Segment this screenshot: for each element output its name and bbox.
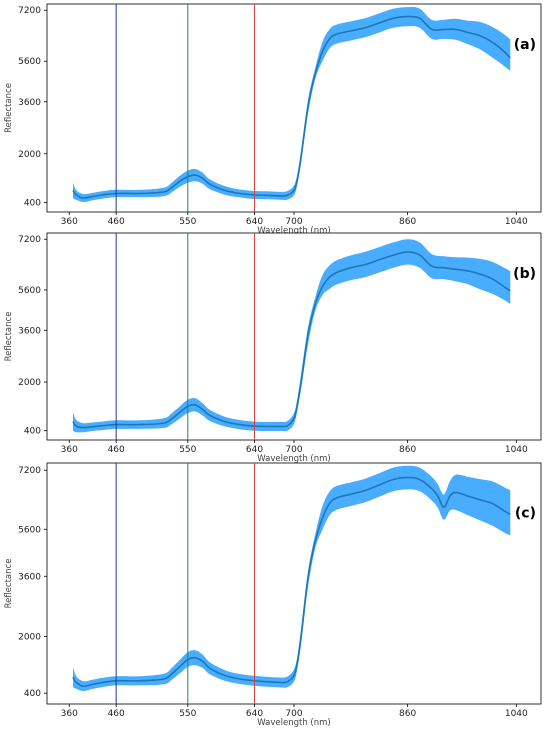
- y-tick-label: 3600: [18, 98, 41, 108]
- y-axis-label: Reflectance: [4, 559, 14, 609]
- y-tick-label: 400: [24, 199, 41, 209]
- x-tick-label: 360: [61, 217, 78, 227]
- y-tick-label: 3600: [18, 326, 41, 336]
- panel-label: (a): [514, 37, 536, 53]
- x-tick-label: 640: [246, 709, 263, 719]
- x-tick-label: 860: [399, 217, 416, 227]
- panel-label: (c): [515, 505, 536, 521]
- y-tick-label: 5600: [18, 57, 41, 67]
- x-tick-label: 860: [399, 709, 416, 719]
- y-tick-label: 7200: [18, 235, 41, 245]
- chart-panel-3: 400 2000 3600 5600 7200 360 460 550 640 700 860 104…: [4, 462, 542, 728]
- panel-label: (b): [513, 266, 536, 282]
- confidence-band: [73, 465, 511, 691]
- x-tick-label: 460: [108, 217, 125, 227]
- x-axis-label: Wavelength (nm): [257, 718, 330, 728]
- x-axis-label: Wavelength (nm): [257, 226, 330, 236]
- y-tick-label: 5600: [18, 525, 41, 535]
- x-tick-label: 360: [61, 709, 78, 719]
- y-tick-label: 5600: [18, 286, 41, 296]
- x-tick-label: 460: [108, 445, 125, 455]
- mean-line: [72, 251, 511, 429]
- y-tick-label: 7200: [18, 466, 41, 476]
- x-tick-label: 550: [179, 709, 196, 719]
- y-axis-label: Reflectance: [4, 83, 14, 133]
- confidence-band: [73, 7, 511, 203]
- confidence-band: [73, 239, 511, 433]
- x-tick-label: 360: [61, 445, 78, 455]
- y-tick-label: 2000: [18, 378, 41, 388]
- y-tick-label: 2000: [18, 633, 41, 643]
- y-tick-label: 3600: [18, 572, 41, 582]
- x-tick-label: 700: [285, 217, 302, 227]
- chart-panel-2: 400 2000 3600 5600 7200 360 460 550 640 700 860 104…: [4, 232, 542, 464]
- x-tick-label: 640: [246, 217, 263, 227]
- y-tick-label: 400: [24, 689, 41, 699]
- y-axis-label: Reflectance: [4, 312, 14, 362]
- x-tick-label: 1040: [505, 217, 528, 227]
- chart-panel-1: 400 2000 3600 5600 7200 360 460 550 640 700 860 104…: [4, 3, 542, 236]
- x-tick-label: 700: [285, 709, 302, 719]
- x-tick-label: 550: [179, 217, 196, 227]
- x-tick-label: 640: [246, 445, 263, 455]
- y-tick-label: 2000: [18, 150, 41, 160]
- y-tick-label: 400: [24, 427, 41, 437]
- x-tick-label: 1040: [505, 709, 528, 719]
- x-tick-label: 860: [399, 445, 416, 455]
- x-tick-label: 1040: [505, 445, 528, 455]
- x-axis-label: Wavelength (nm): [257, 454, 330, 464]
- x-tick-label: 460: [108, 709, 125, 719]
- mean-line: [72, 15, 511, 199]
- mean-line: [72, 476, 511, 687]
- x-tick-label: 700: [285, 445, 302, 455]
- y-tick-label: 7200: [18, 6, 41, 16]
- x-tick-label: 550: [179, 445, 196, 455]
